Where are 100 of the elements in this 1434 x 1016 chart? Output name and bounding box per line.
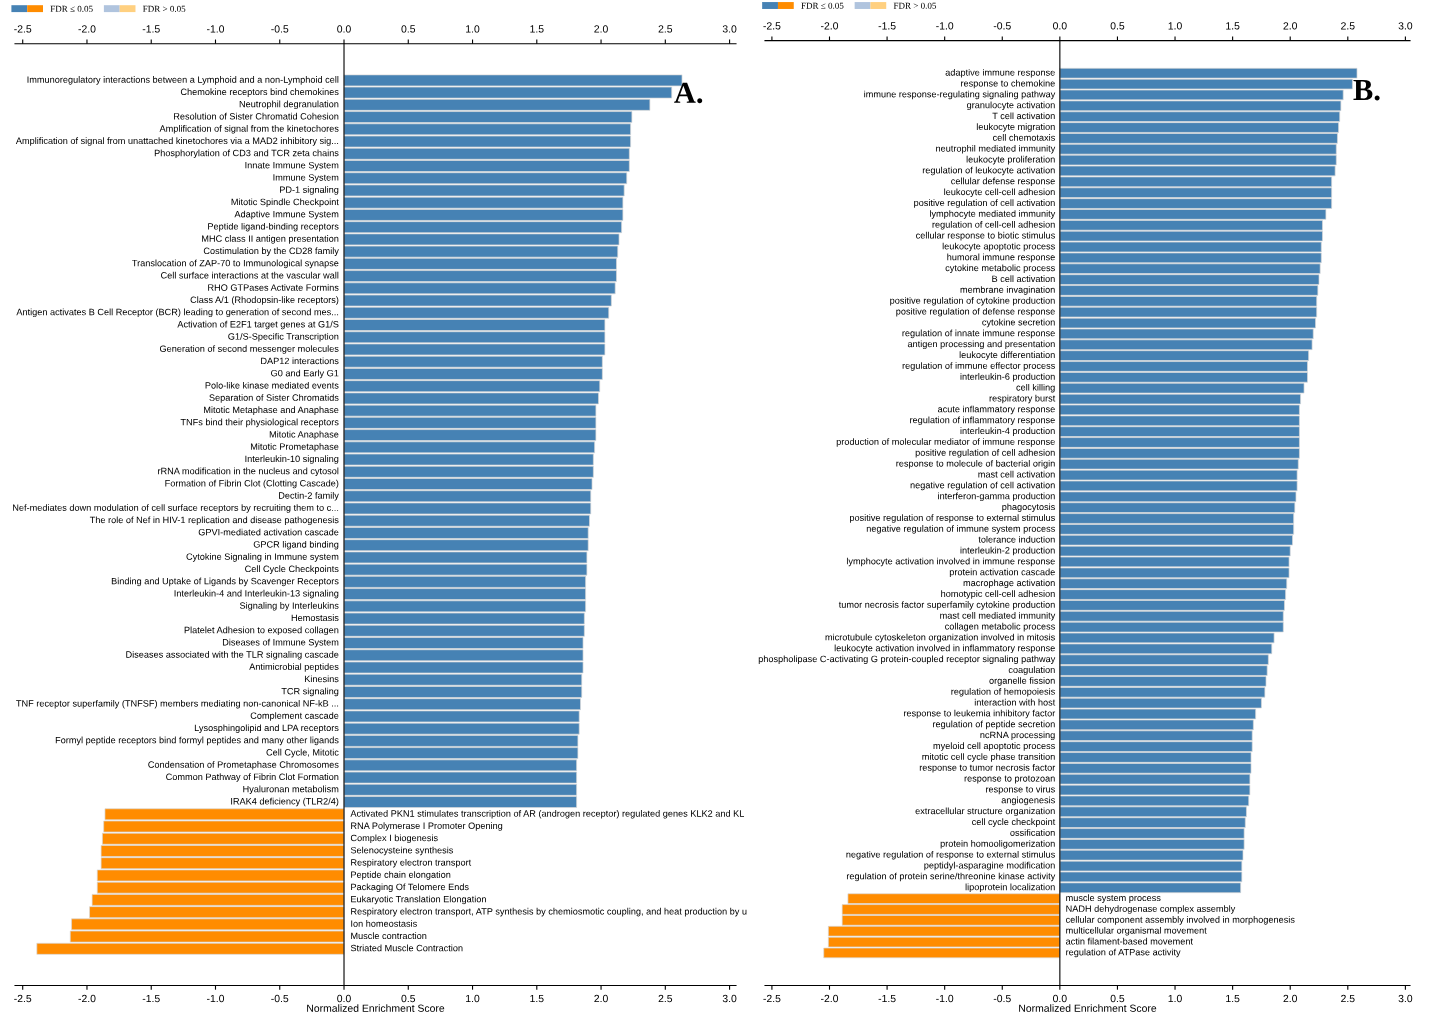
x-tick-label: -1.0 (206, 994, 225, 1003)
y-tick-label: DAP12 interactions (261, 357, 339, 365)
y-tick-label: Hemostasis (291, 614, 339, 622)
y-tick-label: RNA Polymerase I Promoter Opening (351, 822, 503, 831)
x-axis-title: Normalized Enrichment Score (307, 1004, 445, 1012)
y-tick-label: ossification (1010, 829, 1055, 836)
x-tick-label: 0.5 (1110, 994, 1125, 1003)
y-tick-label: regulation of hemopoiesis (951, 688, 1055, 697)
y-tick-label: response to chemokine (961, 79, 1055, 89)
y-tick-label: Respiratory electron transport, ATP synthesis by chemiosmotic coupling, and heat production by u (351, 907, 747, 917)
y-tick-label: Adaptive Immune System (234, 210, 339, 220)
x-tick-label: 3.0 (1398, 994, 1413, 1003)
y-tick-label: rRNA modification in the nucleus and cytosol (158, 467, 339, 477)
y-tick-label: Mitotic Anaphase (269, 430, 339, 440)
y-tick-label: interaction with host (974, 698, 1056, 706)
y-tick-label: Signaling by Interleukins (239, 602, 339, 611)
y-tick-label: regulation of innate immune response (902, 329, 1055, 339)
y-tick-label: protein activation cascade (949, 568, 1055, 578)
y-tick-label: mitotic cell cycle phase transition (922, 753, 1055, 762)
x2-tick-label: 2.5 (658, 25, 673, 33)
y-tick-label: lymphocyte mediated immunity (930, 210, 1056, 219)
y-tick-label: antigen processing and presentation (907, 340, 1055, 350)
y-tick-label: cytokine secretion (982, 318, 1055, 328)
x2-tick-label: -1.5 (142, 25, 160, 33)
y-tick-label: response to molecule of bacterial origin (896, 459, 1055, 469)
y-tick-label: cellular response to biotic stimulus (916, 231, 1055, 241)
y-tick-label: multicellular organismal movement (1066, 926, 1207, 936)
x-tick-label: -1.0 (936, 994, 954, 1003)
y-tick-label: ncRNA processing (980, 731, 1055, 740)
x2-tick-label: -0.5 (993, 22, 1011, 30)
y-tick-label: adaptive immune response (945, 68, 1055, 78)
y-tick-label: Ion homeostasis (351, 920, 417, 927)
y-tick-label: Activation of E2F1 target genes at G1/S (177, 320, 339, 330)
y-tick-label: leukocyte apoptotic process (942, 242, 1055, 252)
y-tick-label: Packaging Of Telomere Ends (351, 883, 469, 892)
x2-tick-label: 2.0 (1283, 22, 1298, 30)
y-tick-label: macrophage activation (963, 579, 1055, 588)
x2-tick-label: 1.5 (530, 25, 544, 33)
legend-label: FDR > 0.05 (893, 2, 937, 9)
y-tick-label: Formation of Fibrin Clot (Clotting Cascade) (165, 479, 339, 489)
y-tick-label: Cytokine Signaling in Immune system (186, 553, 339, 562)
x2-tick-label: -1.0 (936, 22, 954, 30)
x-tick-label: 0.0 (1053, 994, 1067, 1003)
y-tick-label: regulation of protein serine/threonine kinase activity (846, 872, 1056, 882)
y-tick-label: Chemokine receptors bind chemokines (180, 88, 339, 97)
y-tick-label: granulocyte activation (966, 101, 1055, 111)
x2-tick-label: -2.5 (14, 25, 32, 33)
y-tick-label: cell chemotaxis (992, 134, 1055, 141)
y-tick-label: organelle fission (989, 677, 1055, 686)
y-tick-label: positive regulation of defense response (896, 307, 1055, 317)
x2-tick-label: 0.5 (401, 25, 416, 33)
y-tick-label: regulation of peptide secretion (933, 720, 1055, 730)
x-tick-label: 2.5 (1341, 994, 1355, 1003)
y-tick-label: tumor necrosis factor superfamily cytokine production (838, 601, 1055, 610)
y-tick-label: Formyl peptide receptors bind formyl peptides and many other ligands (55, 736, 339, 746)
y-tick-label: Class A/1 (Rhodopsin-like receptors) (190, 296, 339, 305)
y-tick-label: positive regulation of response to external stimulus (850, 514, 1055, 523)
y-tick-label: Muscle contraction (351, 932, 427, 940)
y-tick-label: tolerance induction (978, 535, 1055, 543)
y-tick-label: Polo-like kinase mediated events (205, 381, 339, 389)
y-tick-label: Lysosphingolipid and LPA receptors (194, 724, 339, 733)
y-tick-label: lymphocyte activation involved in immune response (846, 557, 1055, 567)
x2-tick-label: 2.5 (1341, 22, 1355, 30)
x-tick-label: 0.5 (401, 994, 416, 1003)
x2-tick-label: -1.5 (878, 22, 896, 30)
y-tick-label: regulation of inflammatory response (910, 416, 1055, 426)
x-tick-label: -2.5 (763, 994, 781, 1003)
y-tick-label: Translocation of ZAP-70 to Immunological synapse (132, 259, 339, 269)
y-tick-label: protein homooligomerization (940, 840, 1055, 849)
y-tick-label: response to leukemia inhibitory factor (904, 709, 1056, 719)
y-tick-label: phospholipase C-activating G protein-coupled receptor signaling pathway (758, 655, 1056, 664)
x-tick-label: -1.5 (878, 994, 896, 1003)
y-tick-label: cellular component assembly involved in morphogenesis (1066, 916, 1295, 925)
y-tick-label: regulation of leukocyte activation (922, 166, 1055, 176)
y-tick-label: interferon-gamma production (938, 492, 1055, 502)
y-tick-label: Immune System (273, 174, 339, 183)
y-tick-label: Platelet Adhesion to exposed collagen (184, 626, 339, 636)
y-tick-label: cell killing (1016, 383, 1055, 393)
x-tick-label: -1.5 (142, 994, 160, 1003)
y-tick-label: regulation of immune effector process (902, 362, 1055, 371)
y-tick-label: acute inflammatory response (937, 405, 1055, 415)
y-tick-label: cellular defense response (951, 177, 1055, 187)
y-tick-label: interleukin-2 production (960, 546, 1055, 556)
y-tick-label: Binding and Uptake of Ligands by Scavenger Receptors (111, 577, 339, 587)
y-tick-label: myeloid cell apoptotic process (933, 742, 1055, 751)
y-tick-label: PD-1 signaling (280, 186, 339, 195)
y-tick-label: leukocyte cell-cell adhesion (944, 188, 1055, 197)
y-tick-label: B cell activation (992, 275, 1055, 283)
x-tick-label: -2.0 (78, 994, 96, 1003)
y-tick-label: leukocyte differentiation (959, 351, 1055, 360)
y-tick-label: mast cell activation (978, 470, 1055, 478)
y-tick-label: MHC class II antigen presentation (202, 235, 339, 244)
x-tick-label: -0.5 (271, 994, 289, 1003)
x2-tick-label: 3.0 (722, 25, 737, 33)
y-tick-label: Antimicrobial peptides (249, 663, 339, 672)
x-axis-title: Normalized Enrichment Score (1019, 1004, 1157, 1012)
x2-tick-label: 2.0 (594, 25, 608, 33)
y-tick-label: lipoprotein localization (965, 883, 1055, 893)
y-tick-label: regulation of cell-cell adhesion (932, 221, 1055, 230)
y-tick-label: Resolution of Sister Chromatid Cohesion (174, 112, 339, 120)
